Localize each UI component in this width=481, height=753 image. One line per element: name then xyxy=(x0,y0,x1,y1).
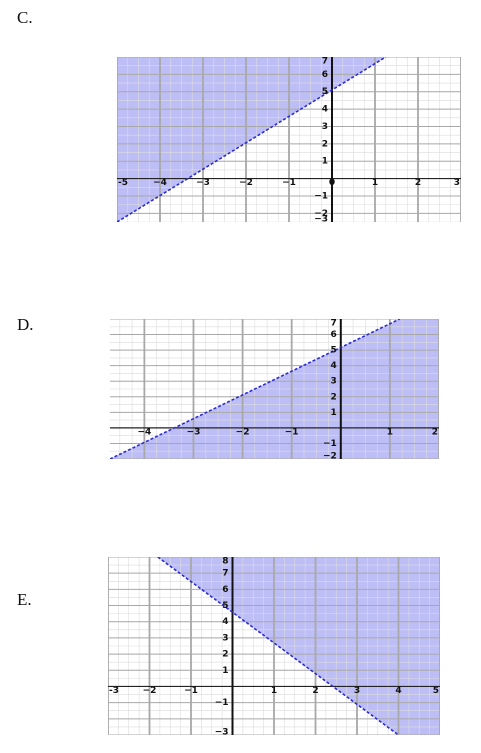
y-tick-label: 1 xyxy=(331,408,337,418)
x-tick-label: 3 xyxy=(354,686,360,696)
y-tick-label: −2 xyxy=(314,209,328,219)
x-tick-label: −3 xyxy=(196,178,210,188)
y-tick-label: 2 xyxy=(222,650,228,660)
x-tick-label: 0 xyxy=(329,178,335,188)
y-tick-label: −2 xyxy=(323,452,337,460)
y-tick-label: 4 xyxy=(322,105,328,115)
x-tick-label: −4 xyxy=(153,178,167,188)
y-tick-label: 6 xyxy=(222,585,228,595)
y-tick-label: −3 xyxy=(314,215,328,223)
y-tick-label: 1 xyxy=(322,157,328,167)
y-tick-label: 4 xyxy=(222,617,228,627)
x-tick-label: 5 xyxy=(433,686,439,696)
y-tick-label: 5 xyxy=(322,87,328,97)
option-label-e: E. xyxy=(17,590,32,609)
x-tick-label: 2 xyxy=(312,686,318,696)
y-tick-label: 4 xyxy=(331,361,337,371)
y-tick-label: 7 xyxy=(331,319,337,329)
y-tick-label: 6 xyxy=(322,70,328,80)
x-tick-label: -5 xyxy=(118,178,128,188)
x-tick-label: −2 xyxy=(143,686,157,696)
boundary-line xyxy=(110,319,401,459)
y-tick-label: −1 xyxy=(314,191,328,201)
graph-option-e: -3 −2 −1 1 2 3 4 5 8 7 6 5 4 3 2 1 −1 −3 xyxy=(108,557,440,735)
y-tick-label: 7 xyxy=(322,57,328,67)
x-tick-label: 2 xyxy=(415,178,421,188)
y-tick-label: 5 xyxy=(331,346,337,356)
boundary-line xyxy=(117,57,387,222)
y-tick-label: 2 xyxy=(331,392,337,402)
y-tick-label: 2 xyxy=(322,139,328,149)
option-label-c: C. xyxy=(17,8,33,27)
x-tick-label: −1 xyxy=(285,427,299,437)
x-tick-label: −3 xyxy=(187,427,201,437)
y-tick-label: 1 xyxy=(222,666,228,676)
y-tick-label: 3 xyxy=(331,377,337,387)
y-tick-label: 7 xyxy=(222,569,228,579)
x-tick-label: -3 xyxy=(109,686,119,696)
graph-option-d: −4 −3 −2 −1 1 2 76 5 4 3 2 1 −1 −2 xyxy=(110,319,439,459)
x-tick-label: 4 xyxy=(395,686,401,696)
y-tick-label: 3 xyxy=(322,122,328,132)
y-tick-label: −1 xyxy=(215,698,229,708)
x-tick-label: 1 xyxy=(372,178,378,188)
y-tick-label: 6 xyxy=(331,330,337,340)
x-tick-label: 3 xyxy=(454,178,460,188)
x-tick-label: −1 xyxy=(184,686,198,696)
y-tick-label: 5 xyxy=(222,601,228,611)
option-label-d: D. xyxy=(17,315,34,334)
x-tick-label: 1 xyxy=(387,427,393,437)
y-tick-label: 8 xyxy=(222,557,228,567)
x-tick-label: −1 xyxy=(282,178,296,188)
x-tick-label: −2 xyxy=(239,178,253,188)
x-tick-label: 1 xyxy=(271,686,277,696)
x-tick-label: −2 xyxy=(236,427,250,437)
y-tick-label: −3 xyxy=(215,728,229,736)
x-tick-label: 2 xyxy=(432,427,438,437)
y-tick-label: −1 xyxy=(323,439,337,449)
x-tick-label: −4 xyxy=(137,427,151,437)
y-tick-label: 3 xyxy=(222,633,228,643)
